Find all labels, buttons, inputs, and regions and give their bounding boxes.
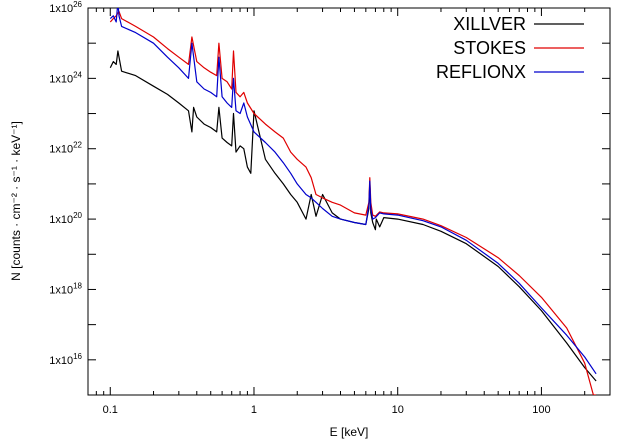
legend: XILLVER STOKES REFLIONX (436, 14, 584, 82)
series-layer (109, 8, 597, 395)
legend-label: REFLIONX (436, 62, 526, 82)
series-line-xillver (109, 50, 597, 382)
x-axis-title: E [keV] (330, 425, 369, 439)
series-line-reflionx (109, 8, 597, 375)
y-tick-label: 1x1016 (49, 352, 82, 367)
y-tick-label: 1x1026 (49, 0, 82, 15)
legend-label: XILLVER (453, 14, 526, 34)
y-tick-label: 1x1022 (49, 141, 82, 156)
y-axis-ticks: 1x1016 1x1018 1x1020 1x1022 1x1024 1x1026 (49, 0, 610, 396)
x-axis-ticks: 0.1 1 10 100 (87, 8, 611, 416)
x-tick-label: 10 (392, 404, 404, 416)
x-tick-label: 1 (251, 404, 257, 416)
series-line-stokes (109, 10, 597, 395)
y-tick-label: 1x1020 (49, 211, 82, 226)
x-tick-label: 100 (532, 404, 550, 416)
x-tick-label: 0.1 (103, 404, 118, 416)
legend-label: STOKES (453, 38, 526, 58)
plot-frame (87, 7, 611, 396)
y-tick-label: 1x1024 (49, 70, 82, 85)
y-tick-label: 1x1018 (49, 281, 82, 296)
y-axis-title: N [counts · cm⁻² · s⁻¹ · keV⁻¹] (9, 121, 23, 281)
